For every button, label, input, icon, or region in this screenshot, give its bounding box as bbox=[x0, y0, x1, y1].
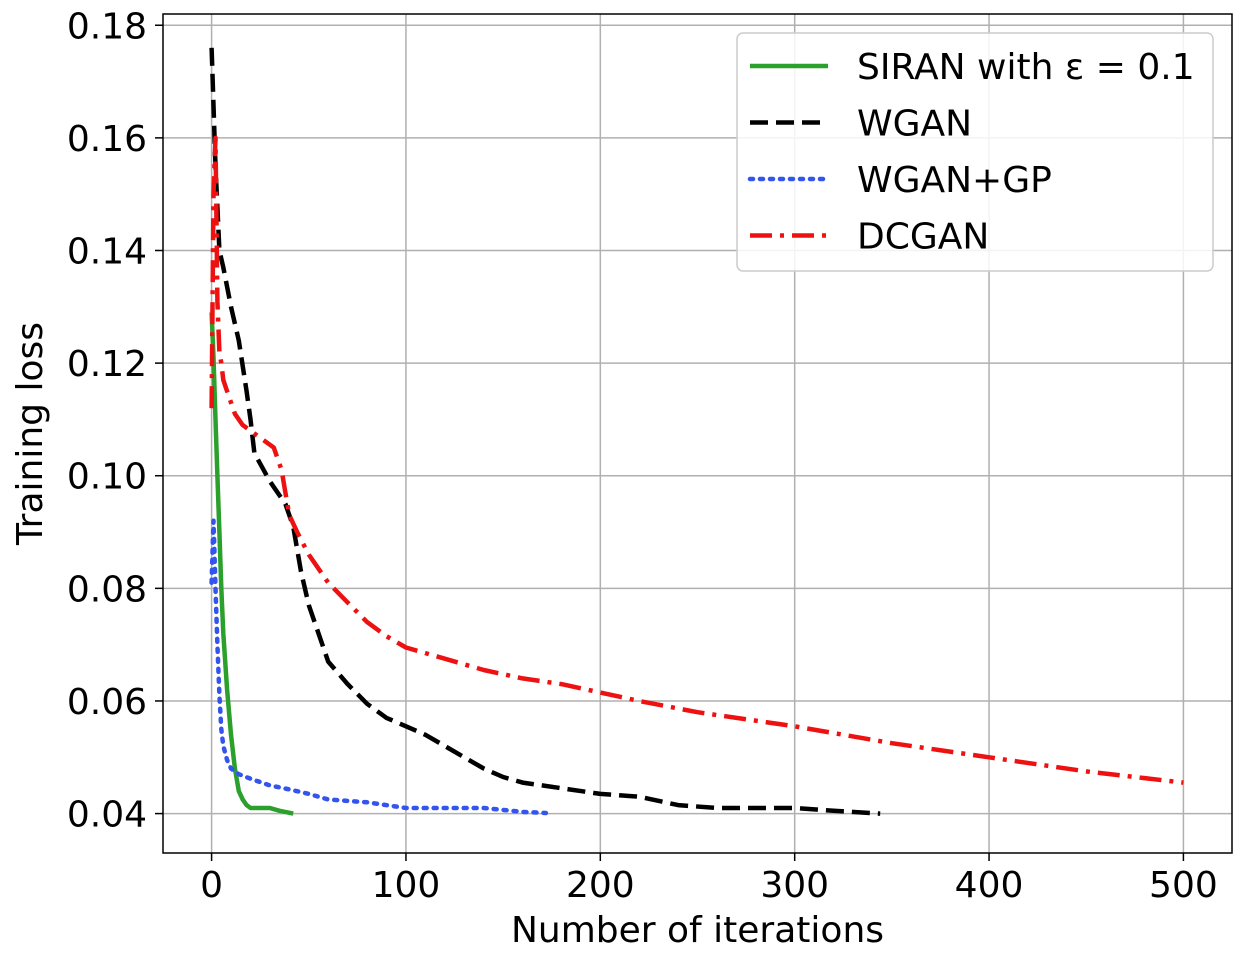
series-line bbox=[209, 518, 549, 816]
x-tick-label: 400 bbox=[955, 865, 1024, 906]
y-tick-label: 0.08 bbox=[67, 569, 147, 610]
legend-box bbox=[736, 32, 1214, 272]
series-line bbox=[209, 47, 881, 816]
series-layer bbox=[209, 47, 1184, 816]
plot-frame bbox=[162, 13, 1233, 854]
x-tick-label: 200 bbox=[566, 865, 635, 906]
y-tick-label: 0.12 bbox=[67, 344, 147, 385]
x-tick-label: 500 bbox=[1149, 865, 1218, 906]
legend-label: DCGAN bbox=[857, 217, 989, 258]
y-tick-label: 0.18 bbox=[67, 6, 147, 47]
ticks: 0 100 200 300 400 500 0.04 0.06 0.08 0.10 0.12 0.14… bbox=[67, 6, 1218, 906]
y-tick-label: 0.10 bbox=[67, 457, 147, 498]
series-line bbox=[209, 312, 294, 816]
y-tick-label: 0.14 bbox=[67, 231, 147, 272]
y-tick-label: 0.06 bbox=[67, 682, 147, 723]
x-tick-label: 0 bbox=[200, 865, 223, 906]
x-tick-label: 300 bbox=[760, 865, 829, 906]
x-axis-label: Number of iterations bbox=[511, 910, 884, 951]
series-line bbox=[209, 135, 1184, 785]
legend-label: WGAN bbox=[857, 104, 972, 145]
y-tick-label: 0.04 bbox=[67, 795, 147, 836]
y-axis-label: Training loss bbox=[10, 322, 51, 546]
legend: SIRAN with ε = 0.1 WGAN WGAN+GP DCGAN bbox=[736, 32, 1214, 272]
legend-label: WGAN+GP bbox=[857, 160, 1052, 201]
y-tick-label: 0.16 bbox=[67, 119, 147, 160]
legend-label: SIRAN with ε = 0.1 bbox=[857, 47, 1195, 88]
x-tick-label: 100 bbox=[372, 865, 441, 906]
